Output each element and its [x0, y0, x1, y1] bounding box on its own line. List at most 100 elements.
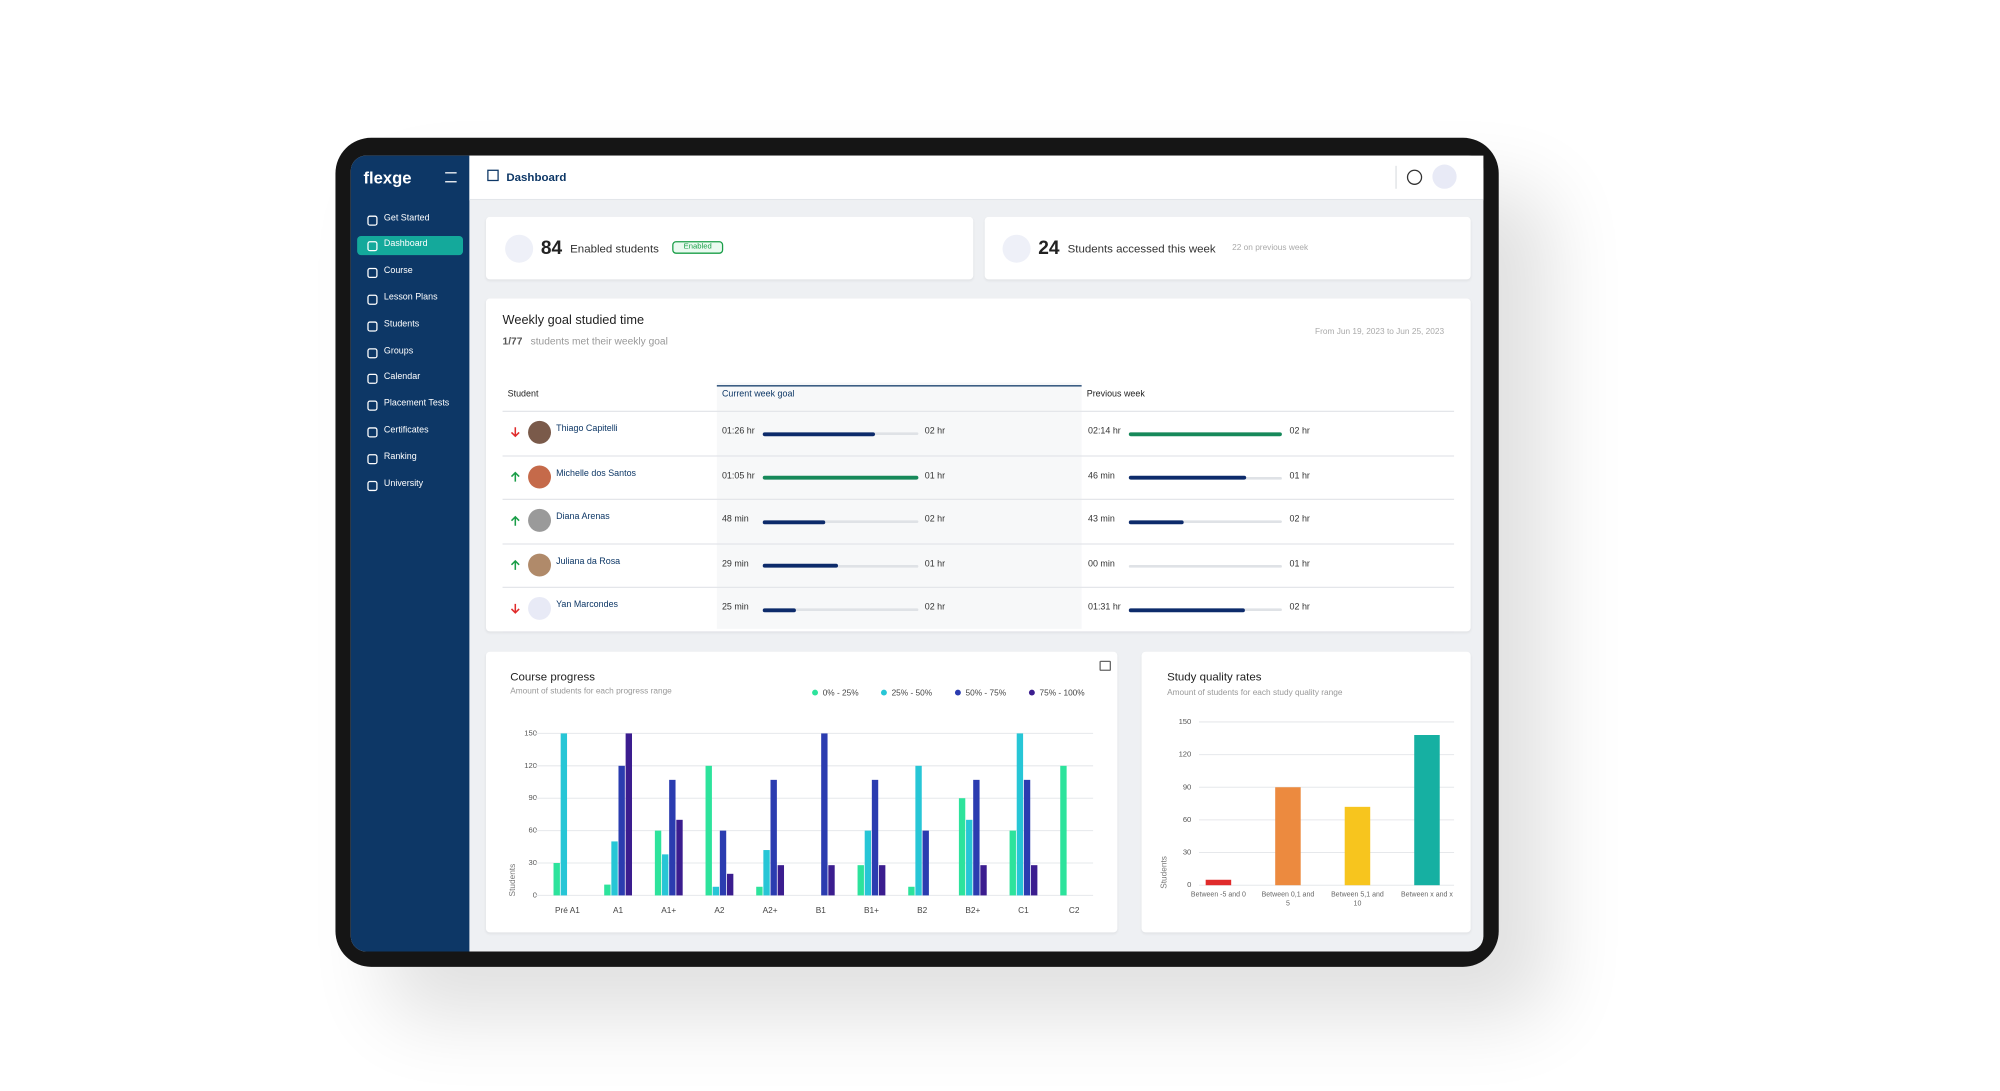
logo[interactable]: flexge	[363, 168, 412, 188]
bar	[1016, 733, 1024, 896]
x-tick-label: Between -5 and 0	[1190, 891, 1246, 900]
x-tick-label: A1+	[661, 905, 676, 915]
x-tick-label: Pré A1	[555, 905, 580, 915]
goal-value: 02 hr	[1289, 515, 1310, 525]
user-menu[interactable]	[1432, 164, 1457, 189]
y-axis-label: Students	[1159, 856, 1169, 889]
bar	[922, 830, 929, 896]
nav-active[interactable]	[357, 236, 464, 256]
bar	[676, 819, 683, 896]
bar	[777, 865, 785, 896]
progress-bar	[762, 431, 875, 436]
progress-bar	[1128, 475, 1247, 480]
progress-track	[762, 608, 919, 612]
bar	[625, 733, 633, 896]
accessed-label: Students accessed this week	[1067, 242, 1216, 256]
time-value: 00 min	[1088, 559, 1115, 569]
column-header[interactable]: Student	[507, 390, 539, 400]
page-title: Dashboard	[506, 170, 567, 184]
time-value: 43 min	[1088, 515, 1115, 525]
y-tick-label: 150	[1179, 717, 1192, 726]
row-rule	[502, 454, 1455, 456]
nav-item[interactable]: Dashboard	[383, 240, 428, 250]
comment-icon[interactable]	[1099, 660, 1111, 671]
y-axis-label: Students	[507, 864, 517, 897]
nav-item[interactable]: Groups	[383, 346, 414, 356]
access-icon	[1002, 234, 1031, 263]
bar	[654, 830, 662, 896]
time-value: 01:31 hr	[1088, 603, 1121, 613]
time-value: 29 min	[721, 559, 749, 569]
help-icon[interactable]	[1406, 169, 1423, 185]
column-header[interactable]: Previous week	[1086, 390, 1145, 400]
student-name[interactable]: Thiago Capitelli	[556, 424, 618, 434]
bar	[966, 819, 973, 896]
bar	[1031, 865, 1038, 896]
nav-item[interactable]: Certificates	[383, 425, 429, 435]
student-name[interactable]: Juliana da Rosa	[556, 557, 621, 567]
dashboard-icon	[487, 169, 499, 182]
student-name[interactable]: Yan Marcondes	[556, 601, 619, 611]
nav-item[interactable]: Course	[383, 266, 413, 276]
bar	[973, 779, 980, 896]
row-rule	[502, 498, 1455, 501]
nav-item[interactable]: Placement Tests	[383, 399, 450, 409]
legend-marker	[954, 689, 961, 696]
bar	[756, 886, 763, 896]
progress-track	[1128, 564, 1282, 568]
bar	[553, 863, 560, 896]
y-tick-label: 150	[524, 728, 537, 737]
enabled-card	[485, 216, 974, 280]
nav-icon	[367, 241, 378, 252]
nav-item[interactable]: Calendar	[383, 372, 421, 382]
row-rule	[502, 631, 1455, 633]
nav-icon	[367, 480, 378, 491]
nav-icon	[367, 294, 378, 305]
column-header[interactable]: Current week goal	[721, 390, 795, 400]
goal-value: 02 hr	[1289, 427, 1310, 437]
bar	[719, 830, 727, 896]
time-value: 48 min	[721, 515, 749, 525]
date-range: From Jun 19, 2023 to Jun 25, 2023	[1315, 327, 1445, 337]
nav-item[interactable]: Get Started	[383, 213, 430, 223]
enabled-badge: Enabled	[672, 241, 724, 254]
row-rule	[502, 542, 1455, 545]
goal-value: 01 hr	[1289, 471, 1310, 481]
y-tick-label: 90	[528, 793, 537, 802]
bar	[669, 779, 676, 896]
x-tick-label: A2	[714, 905, 725, 915]
nav-icon	[367, 214, 378, 226]
bar	[618, 765, 625, 896]
nav-icon	[367, 321, 378, 332]
nav-icon	[367, 400, 378, 411]
nav-item[interactable]: Ranking	[383, 452, 417, 462]
bar	[821, 733, 828, 896]
x-tick-label: A1	[613, 905, 624, 915]
nav-item[interactable]: Lesson Plans	[383, 293, 438, 303]
time-value: 02:14 hr	[1088, 427, 1121, 437]
nav-item[interactable]: University	[383, 478, 424, 488]
weekly-subtitle: students met their weekly goal	[530, 335, 668, 347]
student-name[interactable]: Michelle dos Santos	[556, 468, 637, 478]
student-name[interactable]: Diana Arenas	[556, 512, 610, 522]
x-tick-label: Between 5,1 and 10	[1331, 891, 1384, 908]
progress-track	[1128, 520, 1282, 524]
y-tick-label: 60	[528, 826, 537, 835]
chart-subtitle: Amount of students for each progress ran…	[510, 686, 672, 696]
students-icon	[505, 234, 534, 263]
nav-item[interactable]: Students	[383, 319, 420, 329]
trend-arrow	[510, 603, 520, 614]
bar	[864, 830, 872, 896]
progress-track	[762, 520, 919, 524]
nav-icon	[367, 347, 378, 358]
bar	[958, 798, 966, 896]
avatar	[528, 420, 552, 444]
menu-toggle[interactable]	[445, 172, 457, 183]
y-tick-label: 60	[1183, 815, 1192, 824]
enabled-label: Enabled students	[570, 242, 659, 256]
goal-value: 01 hr	[924, 559, 946, 569]
nav-icon	[367, 453, 378, 464]
y-tick-label: 30	[1183, 848, 1192, 857]
